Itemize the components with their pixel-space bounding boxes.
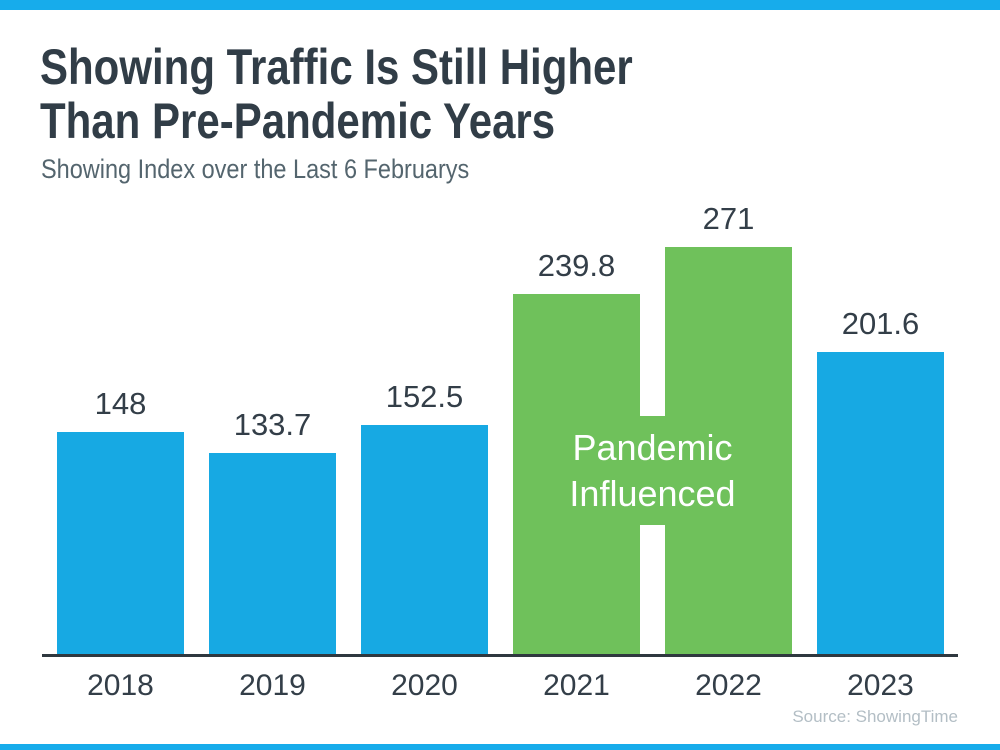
bar-2023 xyxy=(817,352,944,654)
chart-title-line1: Showing Traffic Is Still Higher xyxy=(40,39,633,95)
value-label-2020: 152.5 xyxy=(385,379,464,414)
bar-2019 xyxy=(209,453,336,654)
x-tick-label-2021: 2021 xyxy=(543,669,610,702)
chart-title: Showing Traffic Is Still Higher Than Pre… xyxy=(40,40,633,148)
bar-2020 xyxy=(361,425,488,654)
pandemic-annotation-line1: Pandemic xyxy=(572,426,733,468)
x-tick-label-2019: 2019 xyxy=(239,669,306,702)
value-label-2023: 201.6 xyxy=(841,306,920,341)
top-accent-strip xyxy=(0,0,1000,10)
value-label-2019: 133.7 xyxy=(233,407,312,442)
source-attribution: Source: ShowingTime xyxy=(792,707,958,726)
pandemic-highlight-band: Pandemic Influenced xyxy=(513,416,792,525)
x-tick-label-2022: 2022 xyxy=(695,669,762,702)
x-tick-label-2018: 2018 xyxy=(87,669,154,702)
value-label-2022: 271 xyxy=(702,201,755,236)
x-tick-label-2020: 2020 xyxy=(391,669,458,702)
value-label-2021: 239.8 xyxy=(537,248,616,283)
chart-title-line2: Than Pre-Pandemic Years xyxy=(40,93,556,149)
chart-subtitle: Showing Index over the Last 6 Februarys xyxy=(41,154,470,184)
x-tick-label-2023: 2023 xyxy=(847,669,914,702)
bar-2018 xyxy=(57,432,184,654)
x-axis-line xyxy=(42,654,958,657)
bottom-accent-strip xyxy=(0,744,1000,750)
value-label-2018: 148 xyxy=(94,386,147,421)
pandemic-annotation-line2: Influenced xyxy=(569,472,736,514)
